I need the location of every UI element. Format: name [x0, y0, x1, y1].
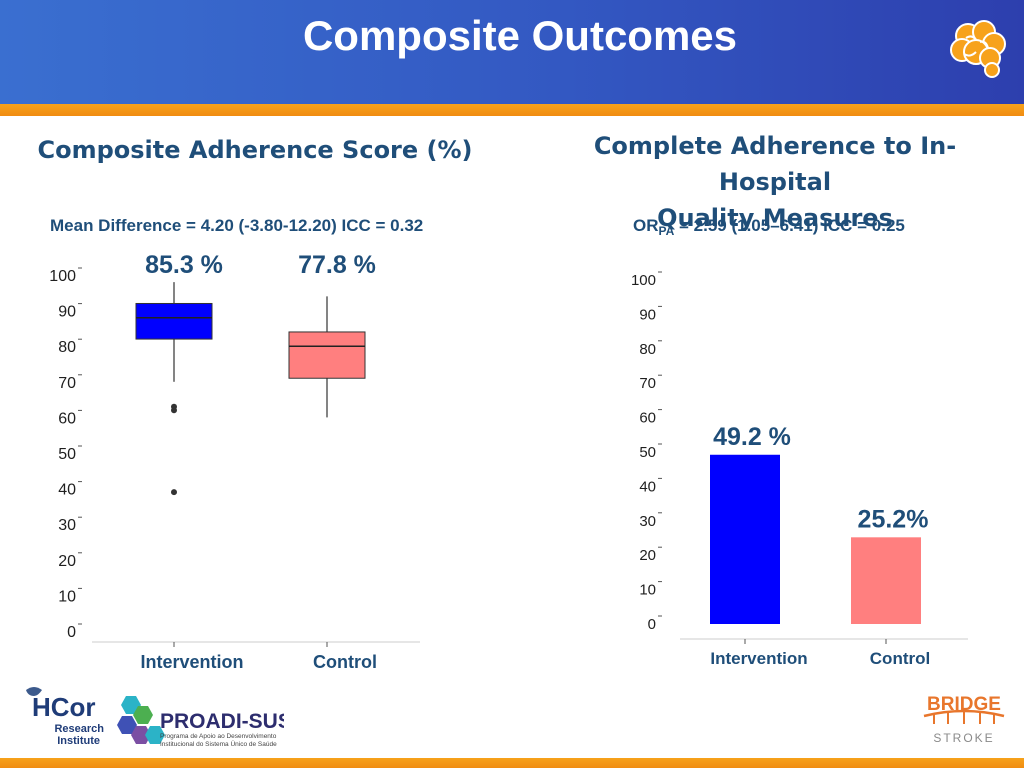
proadi-sus-logo: PROADI-SUS Programa de Apoio ao Desenvol… — [117, 696, 284, 748]
header-bar — [0, 0, 1024, 104]
odds-ratio-subscript: PA — [658, 224, 675, 238]
bridge-stroke-logo: BRIDGE STROKE — [923, 694, 1005, 745]
hcor-logo-name: HCor — [32, 692, 96, 722]
bar-value-label: 25.2% — [858, 505, 929, 533]
slide-title: Composite Outcomes — [302, 12, 738, 59]
right-y-tick-label: 40 — [639, 478, 656, 495]
footer-accent-stripe — [0, 758, 1024, 768]
left-x-category-label: Intervention — [140, 652, 243, 672]
header-accent-stripe — [0, 104, 1024, 116]
right-y-tick-label: 50 — [639, 444, 656, 461]
right-y-tick-label: 60 — [639, 410, 656, 427]
right-y-tick-label: 30 — [639, 513, 656, 530]
bridge-logo-sub: STROKE — [933, 731, 994, 745]
bar-rect — [851, 537, 921, 624]
left-value-label: 77.8 % — [298, 251, 376, 279]
left-x-category-label: Control — [313, 652, 377, 672]
proadi-logo-sub2: Institucional do Sistema Único de Saúde — [160, 739, 277, 748]
right-x-category-label: Intervention — [710, 649, 807, 668]
left-y-tick-label: 60 — [58, 410, 76, 427]
left-y-tick-label: 70 — [58, 375, 76, 392]
right-chart-title-line2: Quality Measures — [657, 204, 893, 232]
box-iqr-rect — [288, 331, 366, 379]
left-y-tick-label: 0 — [67, 624, 76, 641]
bridge-logo-name: BRIDGE — [927, 694, 1001, 715]
odds-ratio-values: = 2.59 (1.05–6.41) ICC = 0.25 — [674, 216, 905, 235]
brain-icon — [950, 20, 1006, 78]
mean-difference-stat: Mean Difference = 4.20 (-3.80-12.20) ICC… — [50, 216, 424, 235]
hcor-logo-sub2: Institute — [57, 735, 100, 747]
left-y-tick-label: 20 — [58, 553, 76, 570]
bar-value-label: 49.2 % — [713, 423, 791, 451]
hcor-logo-sub1: Research — [54, 723, 104, 735]
box-iqr-rect — [135, 302, 213, 340]
right-x-category-label: Control — [870, 649, 930, 668]
right-y-tick-label: 20 — [639, 547, 656, 564]
right-y-tick-label: 90 — [639, 306, 656, 323]
left-y-tick-label: 90 — [58, 304, 76, 321]
left-y-tick-label: 80 — [58, 339, 76, 356]
right-chart-title: Complete Adherence to In-Hospital Qualit… — [540, 128, 1010, 236]
right-y-tick-label: 80 — [639, 341, 656, 358]
right-y-tick-label: 0 — [648, 616, 656, 633]
right-y-tick-label: 100 — [631, 272, 656, 289]
left-value-label: 85.3 % — [145, 251, 223, 279]
left-chart-title: Composite Adherence Score (%) — [37, 136, 473, 164]
right-y-tick-label: 70 — [639, 375, 656, 392]
proadi-logo-sub1: Programa de Apoio ao Desenvolvimento — [160, 733, 277, 740]
proadi-logo-name: PROADI-SUS — [160, 710, 284, 733]
left-y-tick-label: 10 — [58, 588, 76, 605]
box-outlier-point — [171, 407, 177, 414]
left-y-tick-label: 40 — [58, 482, 76, 499]
left-y-tick-label: 100 — [49, 268, 76, 285]
left-y-tick-label: 30 — [58, 517, 76, 534]
box-outlier-point — [171, 489, 177, 496]
hcor-logo: HCor Research Institute — [26, 687, 104, 747]
left-y-tick-label: 50 — [58, 446, 76, 463]
bar-rect — [710, 454, 780, 624]
right-chart-title-line1: Complete Adherence to In-Hospital — [593, 132, 957, 196]
odds-ratio-stat: ORPA = 2.59 (1.05–6.41) ICC = 0.25 — [633, 216, 905, 238]
odds-ratio-label: OR — [633, 216, 659, 235]
right-y-tick-label: 10 — [639, 582, 656, 599]
